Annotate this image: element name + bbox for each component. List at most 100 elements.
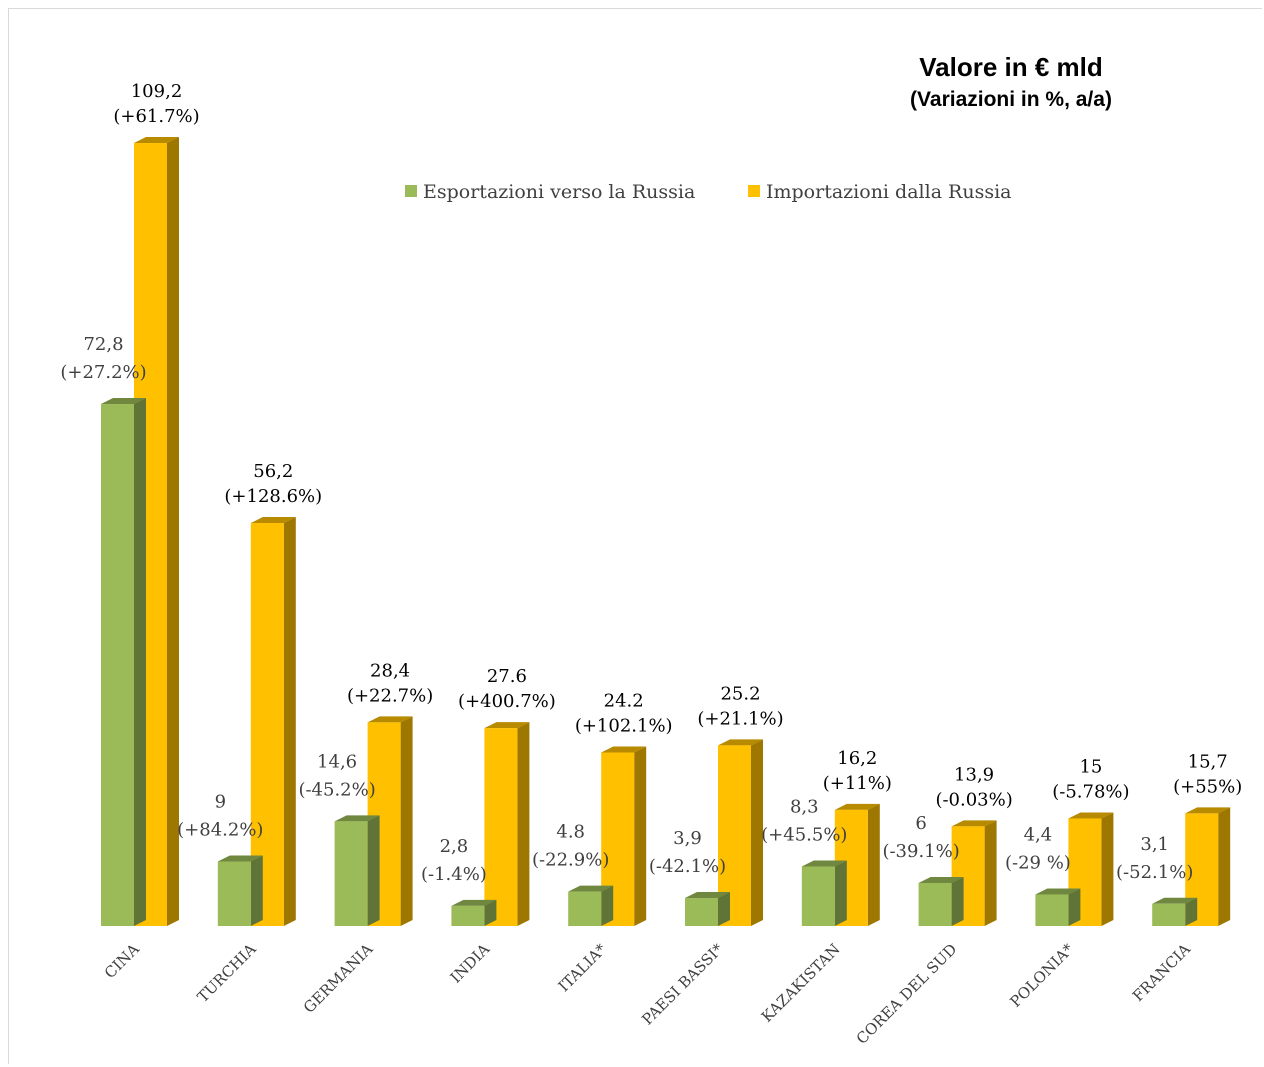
export-change-label-1: (+84.2%) — [177, 819, 263, 840]
import-bar-8-top — [1068, 812, 1114, 819]
export-bar-6-side — [834, 860, 847, 926]
legend: Esportazioni verso la Russia Importazion… — [405, 181, 1012, 203]
export-bar-4-side — [601, 885, 614, 926]
legend-label-exports: Esportazioni verso la Russia — [423, 181, 695, 203]
import-bar-2-side — [400, 716, 413, 926]
export-value-label-4: 4.8 — [556, 822, 585, 843]
import-change-label-4: (+102.1%) — [575, 715, 673, 736]
import-bar-3-side — [517, 722, 530, 926]
import-bar-1-top — [250, 517, 296, 524]
import-value-label-7: 13,9 — [954, 764, 994, 785]
category-label-3: INDIA — [447, 940, 494, 987]
category-label-6: KAZAKISTAN — [758, 940, 844, 1026]
export-bar-0-side — [134, 398, 146, 926]
chart-subtitle: (Variazioni in %, a/a) — [910, 88, 1112, 111]
import-bar-4-top — [601, 746, 647, 753]
import-value-label-8: 15 — [1079, 756, 1102, 777]
export-bar-7-top — [918, 876, 964, 883]
import-bar-1-side — [283, 517, 296, 926]
category-label-9: FRANCIA — [1129, 940, 1194, 1005]
category-label-8: POLONIA* — [1006, 940, 1077, 1011]
export-bar-3-side — [484, 899, 497, 926]
export-bar-2 — [334, 815, 380, 926]
export-bar-8-side — [1068, 888, 1081, 926]
import-change-label-9: (+55%) — [1173, 776, 1242, 797]
import-change-label-2: (+22.7%) — [347, 685, 433, 706]
import-bar-3 — [484, 722, 530, 926]
import-bar-9 — [1185, 807, 1231, 926]
import-value-label-4: 24.2 — [604, 690, 644, 711]
import-value-label-5: 25.2 — [720, 683, 760, 704]
export-value-label-3: 2,8 — [440, 836, 469, 857]
export-value-label-8: 4,4 — [1024, 824, 1053, 845]
export-change-label-0: (+27.2%) — [60, 362, 146, 383]
export-bar-4-top — [568, 885, 614, 892]
export-bar-9-top — [1152, 897, 1198, 904]
export-bar-0 — [101, 398, 146, 926]
export-change-label-2: (-45.2%) — [298, 779, 375, 800]
category-label-7: COREA DEL SUD — [853, 940, 961, 1048]
export-bar-9-front — [1152, 903, 1186, 926]
import-value-label-1: 56,2 — [253, 461, 293, 482]
bars-group — [101, 137, 1231, 926]
export-bar-1-side — [250, 855, 263, 926]
export-bar-4 — [568, 885, 614, 926]
category-labels-group: CINA TURCHIA GERMANIA INDIA ITALIA* PAESI BAS… — [101, 940, 1194, 1048]
export-bar-8-front — [1035, 894, 1069, 926]
import-change-label-8: (-5.78%) — [1052, 781, 1129, 802]
legend-swatch-exports — [405, 185, 417, 197]
import-change-label-1: (+128.6%) — [224, 486, 322, 507]
import-value-label-9: 15,7 — [1188, 751, 1228, 772]
export-bar-3 — [451, 899, 497, 926]
export-bar-8-top — [1035, 888, 1081, 895]
export-bar-0-front — [101, 404, 134, 926]
export-bar-4-front — [568, 891, 602, 926]
category-label-4: ITALIA* — [555, 940, 611, 996]
export-bar-8 — [1035, 888, 1081, 926]
import-bar-2-top — [367, 716, 413, 723]
import-change-label-5: (+21.1%) — [697, 708, 783, 729]
import-bar-3-front — [484, 728, 518, 926]
import-bar-5-top — [718, 739, 763, 746]
category-label-0: CINA — [101, 940, 143, 982]
export-bar-1-front — [217, 861, 251, 926]
export-value-label-1: 9 — [215, 791, 226, 812]
export-change-label-3: (-1.4%) — [421, 864, 487, 885]
import-value-label-2: 28,4 — [370, 660, 410, 681]
export-bar-7-side — [951, 876, 964, 926]
import-bar-0-side — [167, 137, 179, 926]
import-bar-6-top — [834, 803, 880, 810]
export-bar-2-front — [334, 821, 368, 926]
import-bar-6-side — [867, 803, 880, 926]
export-change-label-9: (-52.1%) — [1116, 862, 1193, 883]
import-value-label-0: 109,2 — [131, 81, 183, 102]
import-bar-5-side — [751, 739, 763, 926]
import-value-label-6: 16,2 — [837, 748, 877, 769]
import-bar-4 — [601, 746, 647, 926]
category-label-2: GERMANIA — [300, 940, 377, 1017]
legend-swatch-imports — [748, 185, 760, 197]
export-bar-5-side — [718, 892, 730, 926]
export-value-label-2: 14,6 — [317, 751, 357, 772]
export-change-label-5: (-42.1%) — [649, 856, 726, 877]
chart-title: Valore in € mld — [919, 52, 1103, 82]
import-bar-9-side — [1218, 807, 1231, 926]
import-bar-8 — [1068, 812, 1114, 926]
import-bar-4-side — [634, 746, 647, 926]
import-change-label-3: (+400.7%) — [458, 691, 556, 712]
export-bar-0-top — [101, 398, 146, 405]
export-bar-5 — [685, 892, 730, 926]
export-value-label-0: 72,8 — [83, 334, 123, 355]
export-bar-1-top — [217, 855, 263, 862]
export-value-label-7: 6 — [915, 813, 926, 834]
export-bar-6 — [801, 860, 847, 926]
import-value-label-3: 27.6 — [487, 666, 527, 687]
export-value-label-6: 8,3 — [790, 796, 819, 817]
export-change-label-6: (+45.5%) — [761, 824, 847, 845]
import-change-label-6: (+11%) — [823, 773, 892, 794]
export-bar-7-front — [918, 882, 952, 926]
category-label-1: TURCHIA — [194, 940, 260, 1006]
import-bar-7-side — [984, 820, 997, 926]
data-labels-group: 109,2 (+61.7%) 72,8 (+27.2%) 56,2 (+128.6%) 9 (… — [60, 81, 1242, 885]
